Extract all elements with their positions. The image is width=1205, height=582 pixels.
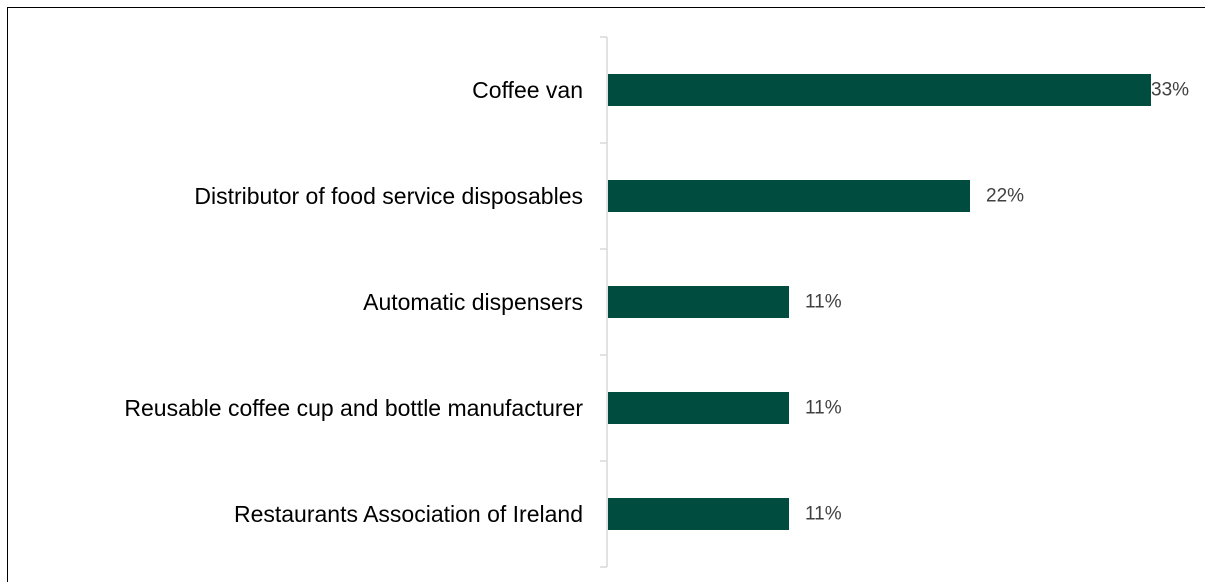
bar [608,392,789,424]
value-label: 11% [805,398,842,419]
value-label: 33% [1151,80,1189,101]
category-label: Reusable coffee cup and bottle manufactu… [124,395,583,421]
bar [608,286,789,318]
axis-layer [600,36,608,568]
value-label: 11% [805,504,842,525]
category-label: Restaurants Association of Ireland [234,501,583,527]
value-label: 22% [986,186,1024,207]
bar [608,180,970,212]
category-label: Automatic dispensers [363,289,583,315]
bar [608,74,1151,106]
category-label: Distributor of food service disposables [194,183,583,209]
bars-layer [608,74,1151,530]
category-label: Coffee van [472,77,583,103]
labels-layer: Coffee van 33% Distributor of food service… [124,77,1189,527]
bar [608,498,789,530]
value-label: 11% [805,292,842,313]
